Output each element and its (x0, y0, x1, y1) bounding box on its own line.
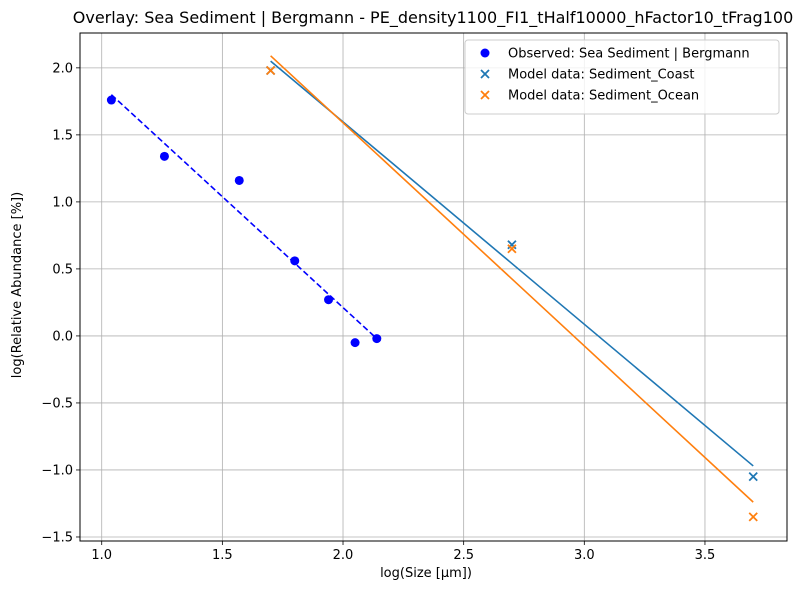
fit-line (270, 60, 754, 467)
data-points (106, 65, 758, 522)
x-marker-stroke (480, 69, 490, 79)
x-axis-label: log(Size [μm]) (380, 566, 472, 581)
y-tick-label: −1.0 (41, 463, 73, 478)
y-tick-label: 1.0 (52, 195, 73, 210)
data-point (748, 472, 758, 482)
x-marker-stroke (507, 244, 517, 254)
x-tick-label: 3.5 (695, 548, 716, 563)
x-tick-label: 2.0 (333, 548, 354, 563)
x-marker-stroke (748, 512, 758, 522)
y-tick-label: 1.5 (52, 128, 73, 143)
data-point (265, 65, 276, 76)
x-tick-label: 1.5 (212, 548, 233, 563)
legend-entry-label: Model data: Sediment_Ocean (508, 89, 699, 104)
data-point (234, 175, 244, 185)
legend-marker (480, 90, 490, 100)
x-tick-label: 1.0 (91, 548, 112, 563)
data-point (507, 244, 517, 254)
legend: Observed: Sea Sediment | Bergmann Model d… (464, 39, 780, 115)
x-marker-stroke (507, 240, 517, 250)
x-marker-stroke (265, 65, 276, 76)
legend-marker (480, 48, 490, 58)
x-tick-label: 2.5 (453, 548, 474, 563)
data-point (159, 151, 169, 161)
y-tick-label: 0.0 (52, 329, 73, 344)
x-marker-stroke (748, 472, 758, 482)
y-tick-label: −0.5 (41, 396, 73, 411)
y-tick-label: −1.5 (41, 530, 73, 545)
fit-line (270, 55, 754, 503)
data-point (507, 240, 517, 250)
data-point (290, 256, 300, 266)
fit-lines (110, 55, 754, 503)
legend-entry-label: Model data: Sediment_Coast (508, 68, 694, 83)
legend-box (464, 39, 780, 115)
legend-entry-label: Observed: Sea Sediment | Bergmann (508, 47, 750, 62)
x-marker-stroke (480, 90, 490, 100)
x-tick-label: 3.0 (574, 548, 595, 563)
data-point (106, 95, 116, 105)
data-point (350, 338, 360, 348)
y-tick-label: 2.0 (52, 61, 73, 76)
data-point (324, 295, 334, 305)
x-axis-ticks: 1.0 1.5 2.0 2.5 3.0 3.5 (91, 541, 715, 563)
y-axis-ticks: −1.5 −1.0 −0.5 0.0 0.5 1.0 1.5 2.0 (41, 61, 80, 545)
legend-marker (480, 69, 490, 79)
y-tick-label: 0.5 (52, 262, 73, 277)
chart-title: Overlay: Sea Sediment | Bergmann - PE_de… (73, 8, 794, 28)
y-axis-label: log(Relative Abundance [%]) (10, 192, 25, 378)
data-point (748, 512, 758, 522)
plot-frame (79, 32, 788, 542)
fit-line (110, 94, 378, 340)
data-point (372, 334, 382, 344)
